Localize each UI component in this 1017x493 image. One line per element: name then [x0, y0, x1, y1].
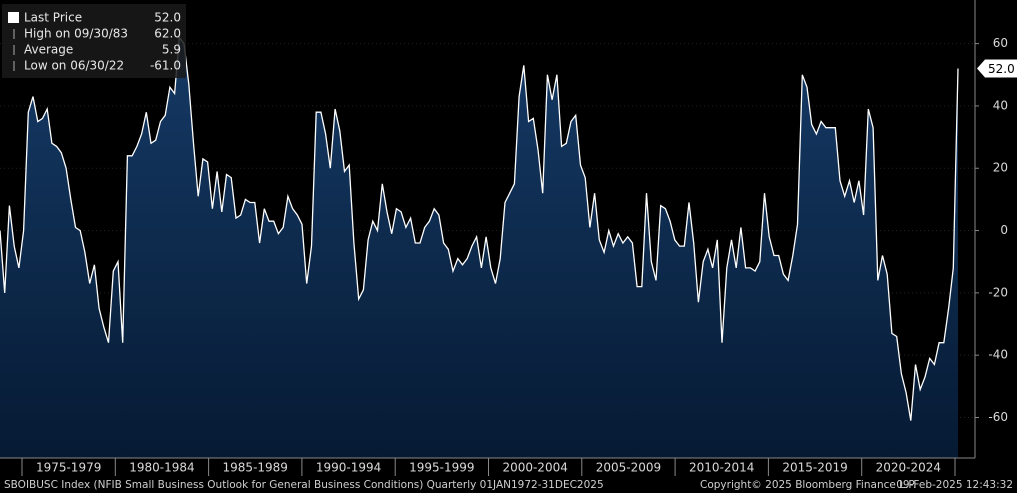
y-tick-label: -40	[988, 348, 1008, 362]
legend: Last Price 52.0 High on 09/30/83 62.0 Averag…	[2, 4, 186, 78]
legend-box	[2, 4, 186, 78]
footer-copyright: Copyright© 2025 Bloomberg Finance L.P.	[700, 479, 916, 491]
x-tick-label: 1995-1999	[409, 461, 474, 475]
y-tick-label: -20	[988, 285, 1008, 299]
line	[0, 35, 959, 421]
x-tick-label: 2010-2014	[689, 461, 754, 475]
legend-name: Average	[24, 43, 73, 57]
legend-swatch	[8, 12, 19, 23]
footer-ticker: SBOIBUSC Index (NFIB Small Business Outl…	[4, 479, 604, 491]
legend-value: 5.9	[162, 43, 181, 57]
legend-value: 62.0	[154, 27, 181, 41]
legend-name: High on 09/30/83	[24, 27, 128, 41]
last-value-tag	[977, 59, 1017, 78]
legend-name: Last Price	[24, 11, 82, 25]
y-tick-label: 40	[993, 98, 1008, 112]
x-tick-label: 2000-2004	[502, 461, 567, 475]
footer-timestamp: 09-Feb-2025 12:43:32	[896, 479, 1013, 491]
y-tick-label: 20	[993, 161, 1008, 175]
y-tick-label: -60	[988, 410, 1008, 424]
legend-value: -61.0	[150, 59, 181, 73]
y-tick-label: 0	[1000, 223, 1008, 237]
x-tick-label: 1990-1994	[316, 461, 381, 475]
x-tick-label: 2020-2024	[876, 461, 941, 475]
plot-area	[0, 35, 975, 459]
x-tick-label: 2015-2019	[782, 461, 847, 475]
x-tick-label: 1980-1984	[129, 461, 194, 475]
area	[0, 37, 958, 459]
legend-name: Low on 06/30/22	[24, 59, 124, 73]
legend-value: 52.0	[154, 11, 181, 25]
x-tick-label: 1975-1979	[36, 461, 101, 475]
x-tick-label: 1985-1989	[223, 461, 288, 475]
last-value-label: 52.0	[988, 62, 1015, 76]
y-tick-label: 60	[993, 36, 1008, 50]
x-tick-label: 2005-2009	[596, 461, 661, 475]
